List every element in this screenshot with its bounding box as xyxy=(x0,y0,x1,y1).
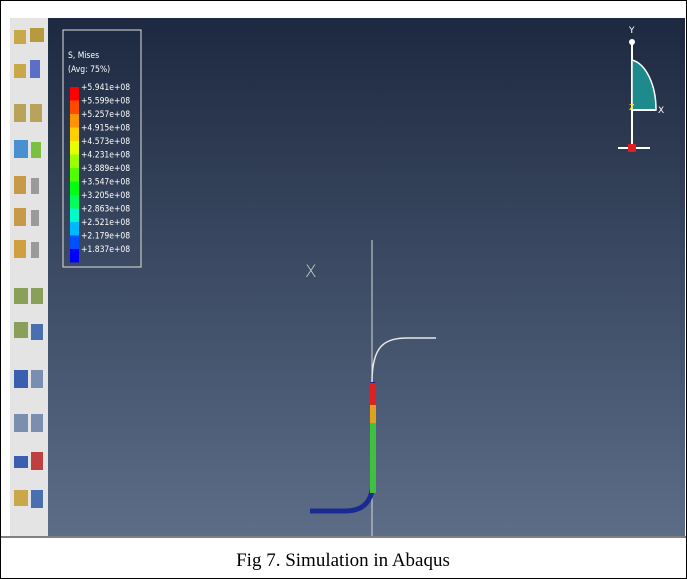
tool-icon[interactable] xyxy=(31,242,39,258)
triad-y: Y xyxy=(628,26,635,36)
viewport xyxy=(48,18,685,536)
tool-icon[interactable] xyxy=(31,210,39,226)
tool-icon[interactable] xyxy=(14,176,26,194)
tool-icon[interactable] xyxy=(31,370,43,388)
legend-label: +2.863e+08 xyxy=(81,205,130,215)
legend-subtitle: (Avg: 75%) xyxy=(68,65,110,75)
tool-icon[interactable] xyxy=(14,370,28,388)
stress-low xyxy=(370,423,376,493)
legend-title: S, Mises xyxy=(68,51,99,61)
legend-swatch xyxy=(70,182,79,196)
legend-label: +4.915e+08 xyxy=(81,124,130,134)
legend-swatch xyxy=(70,114,79,128)
stress-high xyxy=(370,383,376,405)
legend-label: +1.837e+08 xyxy=(81,245,130,255)
legend-swatch xyxy=(70,222,79,236)
tool-icon[interactable] xyxy=(31,324,43,340)
legend-swatch xyxy=(70,141,79,155)
stress-mid xyxy=(370,405,376,423)
legend-swatch xyxy=(70,236,79,250)
legend-label: +2.521e+08 xyxy=(81,218,130,228)
tool-icon[interactable] xyxy=(14,414,28,432)
tool-icon[interactable] xyxy=(14,490,28,506)
legend-label: +5.941e+08 xyxy=(81,83,130,93)
legend-label: +5.599e+08 xyxy=(81,97,130,107)
tool-icon[interactable] xyxy=(14,104,26,122)
page: S, Mises (Avg: 75%) +5.941e+08 +5.599e+08… xyxy=(0,0,687,579)
legend-label: +4.231e+08 xyxy=(81,151,130,161)
legend-swatch xyxy=(70,249,79,263)
tool-icon[interactable] xyxy=(31,288,43,304)
tool-icon[interactable] xyxy=(14,64,26,78)
tool-icon[interactable] xyxy=(31,414,43,432)
legend-label: +4.573e+08 xyxy=(81,137,130,147)
legend-swatch xyxy=(70,155,79,169)
triad-x: X xyxy=(658,106,664,116)
legend-label: +3.205e+08 xyxy=(81,191,130,201)
legend-swatch xyxy=(70,209,79,223)
tool-icon[interactable] xyxy=(30,28,44,42)
tool-icon[interactable] xyxy=(14,208,26,226)
tool-icon[interactable] xyxy=(14,322,28,338)
legend-swatch xyxy=(70,128,79,142)
screenshot: S, Mises (Avg: 75%) +5.941e+08 +5.599e+08… xyxy=(0,0,687,579)
legend-swatch xyxy=(70,87,79,101)
tool-icon[interactable] xyxy=(31,452,43,470)
tool-icon[interactable] xyxy=(14,456,28,468)
legend-label: +5.257e+08 xyxy=(81,110,130,120)
legend-label: +2.179e+08 xyxy=(81,232,130,242)
tool-icon[interactable] xyxy=(14,240,26,258)
triad-z: Z xyxy=(629,103,635,112)
tool-icon[interactable] xyxy=(14,288,28,304)
legend-label: +3.889e+08 xyxy=(81,164,130,174)
legend-swatch xyxy=(70,101,79,115)
tool-icon[interactable] xyxy=(31,142,41,158)
tool-icon[interactable] xyxy=(31,490,43,508)
caption: Fig 7. Simulation in Abaqus xyxy=(236,550,450,571)
legend-swatch xyxy=(70,195,79,209)
tool-icon[interactable] xyxy=(30,60,40,78)
tool-icon[interactable] xyxy=(30,104,42,122)
legend-label: +3.547e+08 xyxy=(81,178,130,188)
tool-icon[interactable] xyxy=(14,30,26,44)
legend-swatch xyxy=(70,168,79,182)
node-marker: X xyxy=(305,262,317,282)
tool-icon[interactable] xyxy=(31,178,39,194)
tool-icon[interactable] xyxy=(14,140,28,158)
